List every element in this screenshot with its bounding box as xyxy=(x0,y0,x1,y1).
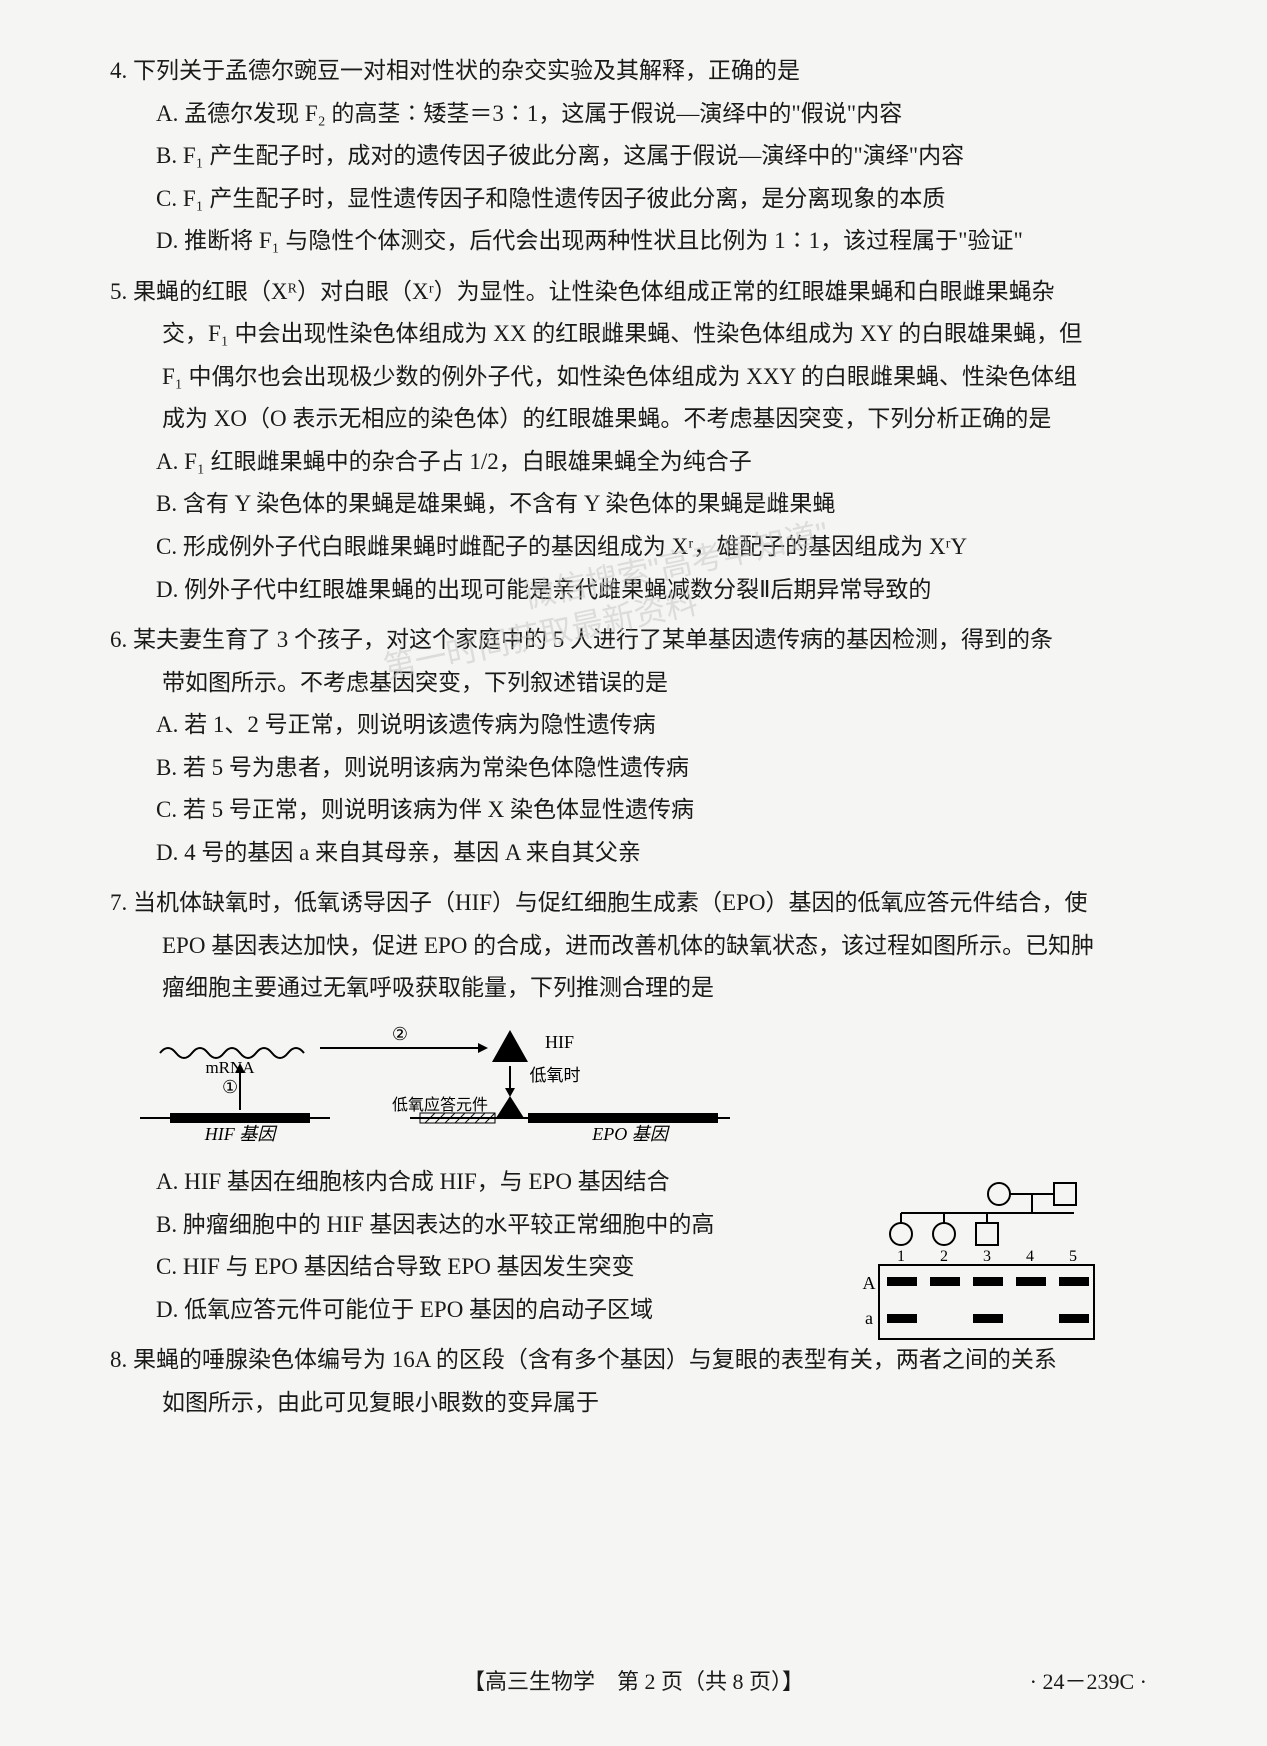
band-A-2 xyxy=(930,1277,960,1286)
pedigree-label-3: 3 xyxy=(983,1248,991,1265)
allele-a-label: a xyxy=(865,1308,873,1328)
q4-option-b: B. F₁ 产生配子时，成对的遗传因子彼此分离，这属于假说—演绎中的"演绎"内容 xyxy=(110,135,1177,178)
q4-option-a: A. 孟德尔发现 F₂ 的高茎∶矮茎＝3∶1，这属于假说—演绎中的"假说"内容 xyxy=(110,93,1177,136)
q5-number: 5. xyxy=(110,279,127,304)
step1-label: ① xyxy=(222,1077,238,1097)
band-a-5 xyxy=(1059,1314,1089,1323)
q4-number: 4. xyxy=(110,58,127,83)
pedigree-label-4: 4 xyxy=(1026,1248,1034,1265)
mrna-wave-icon xyxy=(160,1048,304,1058)
q6-option-c: C. 若 5 号正常，则说明该病为伴 X 染色体显性遗传病 xyxy=(110,789,850,832)
epo-gene-bar xyxy=(528,1113,718,1123)
question-8: 8. 果蝇的唾腺染色体编号为 16A 的区段（含有多个基因）与复眼的表型有关，两… xyxy=(110,1339,1177,1424)
q5-option-a: A. F₁ 红眼雌果蝇中的杂合子占 1/2，白眼雄果蝇全为纯合子 xyxy=(110,441,1177,484)
band-a-1 xyxy=(887,1314,917,1323)
question-6: 6. 某夫妻生育了 3 个孩子，对这个家庭中的 5 人进行了某单基因遗传病的基因… xyxy=(110,619,1177,874)
q8-number: 8. xyxy=(110,1347,127,1372)
epo-gene-label: EPO 基因 xyxy=(591,1124,670,1144)
step2-arrow-head xyxy=(478,1043,488,1053)
pedigree-child5-icon xyxy=(976,1223,998,1245)
hif-label: HIF xyxy=(545,1032,574,1052)
q6-stem-line2: 带如图所示。不考虑基因突变，下列叙述错误的是 xyxy=(110,662,1177,705)
allele-A-label: A xyxy=(863,1273,876,1293)
q6-stem1-text: 某夫妻生育了 3 个孩子，对这个家庭中的 5 人进行了某单基因遗传病的基因检测，… xyxy=(133,627,1053,652)
pedigree-father-icon xyxy=(1054,1183,1076,1205)
mrna-label: mRNA xyxy=(205,1058,255,1077)
band-A-4 xyxy=(1016,1277,1046,1286)
q8-stem-line2: 如图所示，由此可见复眼小眼数的变异属于 xyxy=(110,1382,1177,1425)
q4-stem-text: 下列关于孟德尔豌豆一对相对性状的杂交实验及其解释，正确的是 xyxy=(133,58,800,83)
q4-option-c: C. F₁ 产生配子时，显性遗传因子和隐性遗传因子彼此分离，是分离现象的本质 xyxy=(110,178,1177,221)
q5-option-c: C. 形成例外子代白眼雌果蝇时雌配子的基因组成为 Xʳ，雄配子的基因组成为 Xʳ… xyxy=(110,526,1177,569)
gel-box xyxy=(879,1265,1094,1339)
q5-option-d: D. 例外子代中红眼雄果蝇的出现可能是亲代雌果蝇减数分裂Ⅱ后期异常导致的 xyxy=(110,569,1177,612)
q4-stem: 4. 下列关于孟德尔豌豆一对相对性状的杂交实验及其解释，正确的是 xyxy=(110,50,1177,93)
q5-stem-line2: 交，F₁ 中会出现性染色体组成为 XX 的红眼雌果蝇、性染色体组成为 XY 的白… xyxy=(110,313,1177,356)
q6-option-b: B. 若 5 号为患者，则说明该病为常染色体隐性遗传病 xyxy=(110,747,850,790)
question-5: 5. 果蝇的红眼（Xᴿ）对白眼（Xʳ）为显性。让性染色体组成正常的红眼雄果蝇和白… xyxy=(110,271,1177,611)
band-A-3 xyxy=(973,1277,1003,1286)
pedigree-label-5: 5 xyxy=(1069,1248,1077,1265)
hif-triangle-bound-icon xyxy=(496,1096,524,1118)
question-4: 4. 下列关于孟德尔豌豆一对相对性状的杂交实验及其解释，正确的是 A. 孟德尔发… xyxy=(110,50,1177,263)
q5-stem-line3: F₁ 中偶尔也会出现极少数的例外子代，如性染色体组成为 XXY 的白眼雌果蝇、性… xyxy=(110,356,1177,399)
page-code: · 24－239C · xyxy=(1030,1664,1147,1696)
pedigree-label-2: 2 xyxy=(940,1248,948,1265)
step2-label: ② xyxy=(392,1024,408,1044)
pedigree-child4-icon xyxy=(933,1223,955,1245)
q6-number: 6. xyxy=(110,627,127,652)
q7-stem-line1: 7. 当机体缺氧时，低氧诱导因子（HIF）与促红细胞生成素（EPO）基因的低氧应… xyxy=(110,882,1177,925)
band-A-5 xyxy=(1059,1277,1089,1286)
pedigree-diagram: 1 2 3 4 5 A a xyxy=(849,1179,1099,1344)
q8-stem-line1: 8. 果蝇的唾腺染色体编号为 16A 的区段（含有多个基因）与复眼的表型有关，两… xyxy=(110,1339,1177,1382)
q6-option-d: D. 4 号的基因 a 来自其母亲，基因 A 来自其父亲 xyxy=(110,832,850,875)
q7-stem1-text: 当机体缺氧时，低氧诱导因子（HIF）与促红细胞生成素（EPO）基因的低氧应答元件… xyxy=(133,890,1088,915)
q7-stem-line2: EPO 基因表达加快，促进 EPO 的合成，进而改善机体的缺氧状态，该过程如图所… xyxy=(110,925,1177,968)
lowox-arrow-head xyxy=(505,1088,515,1097)
hif-gene-label: HIF 基因 xyxy=(204,1124,278,1144)
lowox-label: 低氧时 xyxy=(530,1066,581,1085)
q5-stem1-text: 果蝇的红眼（Xᴿ）对白眼（Xʳ）为显性。让性染色体组成正常的红眼雄果蝇和白眼雌果… xyxy=(133,279,1055,304)
pedigree-child3-icon xyxy=(890,1223,912,1245)
q5-option-b: B. 含有 Y 染色体的果蝇是雄果蝇，不含有 Y 染色体的果蝇是雌果蝇 xyxy=(110,483,1177,526)
q6-stem-line1: 6. 某夫妻生育了 3 个孩子，对这个家庭中的 5 人进行了某单基因遗传病的基因… xyxy=(110,619,1177,662)
q8-stem1-text: 果蝇的唾腺染色体编号为 16A 的区段（含有多个基因）与复眼的表型有关，两者之间… xyxy=(133,1347,1057,1372)
hif-triangle-icon xyxy=(492,1030,528,1062)
q7-stem-line3: 瘤细胞主要通过无氧呼吸获取能量，下列推测合理的是 xyxy=(110,967,1177,1010)
q7-number: 7. xyxy=(110,890,127,915)
pedigree-mother-icon xyxy=(988,1183,1010,1205)
q5-stem-line4: 成为 XO（O 表示无相应的染色体）的红眼雄果蝇。不考虑基因突变，下列分析正确的… xyxy=(110,398,1177,441)
band-a-3 xyxy=(973,1314,1003,1323)
element-label: 低氧应答元件 xyxy=(392,1095,488,1114)
band-A-1 xyxy=(887,1277,917,1286)
q6-option-a: A. 若 1、2 号正常，则说明该遗传病为隐性遗传病 xyxy=(110,704,850,747)
pedigree-label-1: 1 xyxy=(897,1248,905,1265)
q4-option-d: D. 推断将 F₁ 与隐性个体测交，后代会出现两种性状且比例为 1∶1，该过程属… xyxy=(110,220,1177,263)
hif-diagram: HIF 基因 ① mRNA ② HIF 低氧时 xyxy=(110,1018,750,1148)
q5-stem-line1: 5. 果蝇的红眼（Xᴿ）对白眼（Xʳ）为显性。让性染色体组成正常的红眼雄果蝇和白… xyxy=(110,271,1177,314)
